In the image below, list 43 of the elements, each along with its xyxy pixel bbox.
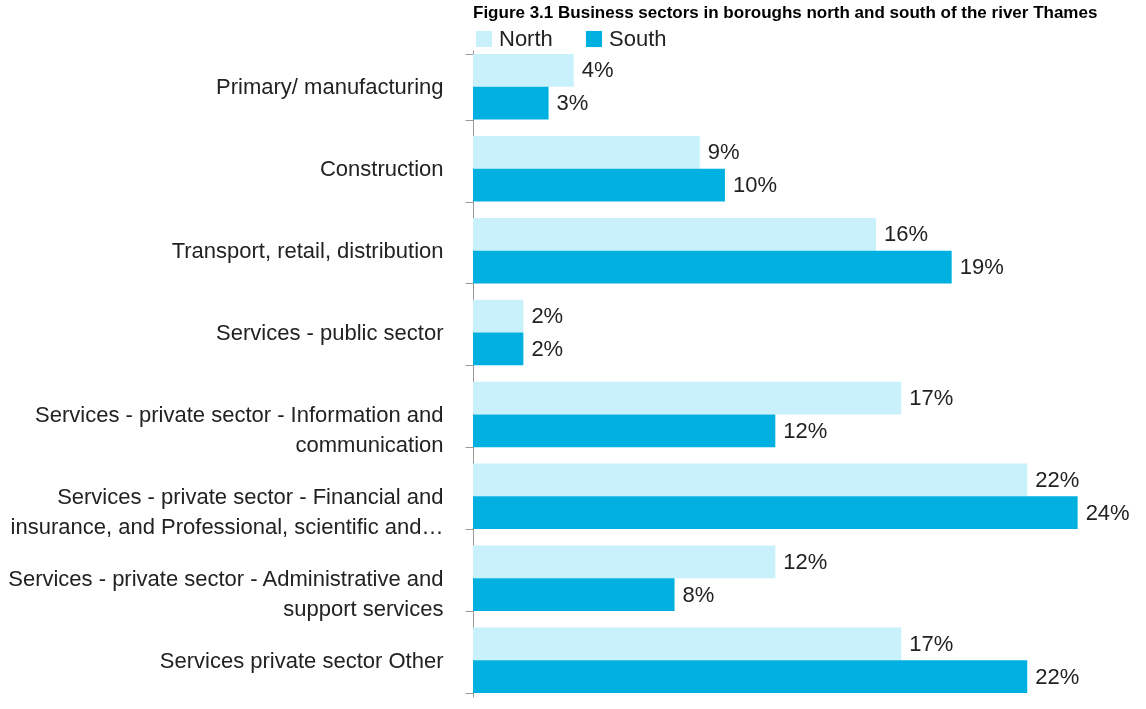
data-label: 8%: [682, 581, 715, 607]
y-tick-label: Services - private sector - Administrative and support services: [8, 565, 444, 621]
data-label: 19%: [959, 254, 1004, 280]
bar: [473, 217, 877, 251]
bar: [473, 545, 776, 579]
data-label: 17%: [909, 630, 954, 656]
data-label: 12%: [783, 417, 828, 443]
bar: [473, 381, 902, 415]
data-label: 22%: [1035, 663, 1080, 689]
data-label: 4%: [581, 57, 614, 83]
y-tick-label: Services - private sector - Financial and insurance, and Professional, scientific and…: [10, 483, 444, 539]
bar: [473, 168, 725, 202]
data-label: 9%: [707, 139, 740, 165]
y-tick-label: Construction: [319, 156, 444, 182]
bar: [473, 135, 700, 169]
data-label: 22%: [1035, 466, 1080, 492]
data-label: 2%: [531, 335, 564, 361]
bar: [473, 250, 952, 284]
bar: [473, 332, 524, 366]
bar: [473, 660, 1028, 693]
bar: [473, 463, 1028, 497]
data-label: 10%: [732, 172, 777, 198]
data-label: 16%: [884, 221, 929, 247]
data-label: 17%: [909, 385, 954, 411]
bar: [473, 54, 574, 87]
data-label: 12%: [783, 548, 828, 574]
y-tick-label: Primary/ manufacturing: [216, 74, 444, 100]
bar: [473, 578, 675, 612]
bar: [473, 496, 1078, 530]
bar: [473, 627, 902, 661]
legend-label: South: [609, 26, 667, 51]
bar: [473, 86, 549, 120]
chart-title: Figure 3.1 Business sectors in boroughs north and south of the river Thames: [473, 3, 1098, 22]
y-tick-label: Services - public sector: [216, 320, 444, 346]
y-tick-label: Services - private sector - Information and communication: [35, 401, 444, 457]
legend-label: North: [499, 26, 553, 51]
y-tick-label: Transport, retail, distribution: [171, 238, 444, 264]
data-label: 24%: [1085, 499, 1130, 525]
bar: [473, 299, 524, 333]
y-tick-label: Services private sector Other: [159, 647, 444, 673]
data-label: 2%: [531, 303, 564, 329]
data-label: 3%: [556, 90, 589, 116]
bar: [473, 414, 776, 448]
